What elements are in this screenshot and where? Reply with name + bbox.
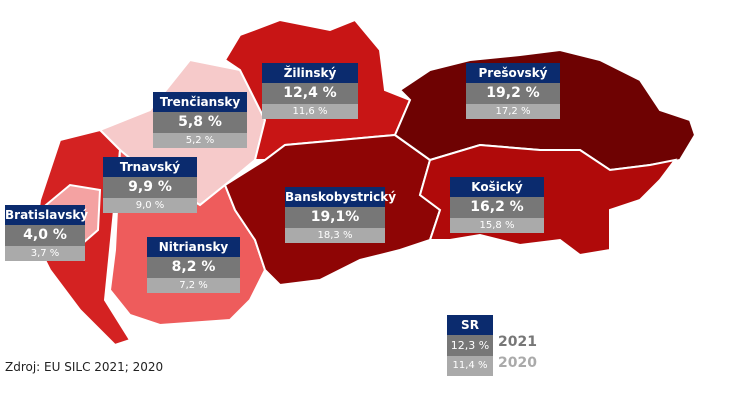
value-2021: 5,8 % (153, 112, 247, 133)
value-2021: 12,4 % (262, 83, 358, 104)
region-label: Nitriansky 8,2 % 7,2 % (147, 237, 240, 293)
region-name: Trenčiansky (153, 92, 247, 112)
value-2020: 9,0 % (103, 198, 197, 213)
region-name: Košický (450, 177, 544, 197)
total-2020: 11,4 % (447, 356, 493, 376)
value-2021: 4,0 % (5, 225, 85, 246)
region-label: Trenčiansky 5,8 % 5,2 % (153, 92, 247, 148)
value-2020: 15,8 % (450, 218, 544, 233)
value-2020: 18,3 % (285, 228, 385, 243)
region-label: Trnavský 9,9 % 9,0 % (103, 157, 197, 213)
total-name: SR (447, 315, 493, 335)
region-label: Košický 16,2 % 15,8 % (450, 177, 544, 233)
value-2021: 19,1% (285, 207, 385, 228)
region-label: Prešovský 19,2 % 17,2 % (466, 63, 560, 119)
value-2020: 17,2 % (466, 104, 560, 119)
value-2020: 7,2 % (147, 278, 240, 293)
region-name: Trnavský (103, 157, 197, 177)
year-2020: 2020 (498, 355, 537, 371)
region-name: Žilinský (262, 63, 358, 83)
total-2021: 12,3 % (447, 335, 493, 356)
region-name: Banskobystrický (285, 187, 396, 207)
region-name: Nitriansky (147, 237, 240, 257)
total-box: SR 12,3 % 11,4 % (447, 315, 493, 376)
region-name: Bratislavský (5, 205, 88, 225)
value-2021: 8,2 % (147, 257, 240, 278)
value-2021: 16,2 % (450, 197, 544, 218)
value-2021: 9,9 % (103, 177, 197, 198)
value-2020: 3,7 % (5, 246, 85, 261)
year-2021: 2021 (498, 334, 537, 350)
source-note: Zdroj: EU SILC 2021; 2020 (5, 360, 164, 374)
region-name: Prešovský (466, 63, 560, 83)
value-2020: 11,6 % (262, 104, 358, 119)
region-label: Banskobystrický 19,1% 18,3 % (285, 187, 396, 243)
value-2020: 5,2 % (153, 133, 247, 148)
region-label: Bratislavský 4,0 % 3,7 % (5, 205, 88, 261)
value-2021: 19,2 % (466, 83, 560, 104)
region-label: Žilinský 12,4 % 11,6 % (262, 63, 358, 119)
